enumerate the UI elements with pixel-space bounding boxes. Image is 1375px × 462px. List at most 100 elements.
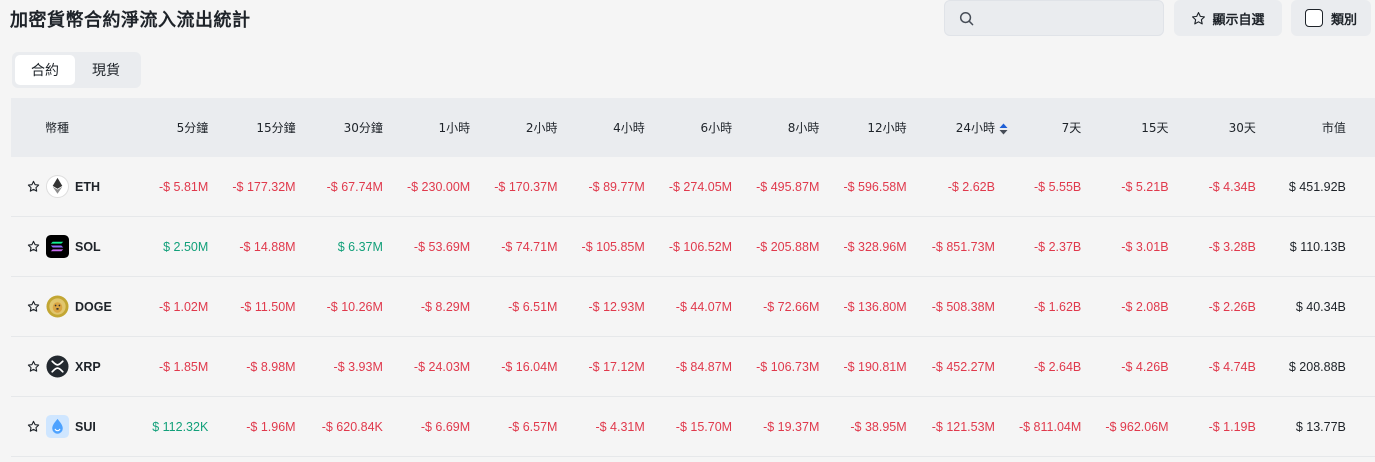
netflow-value: -$ 328.96M — [843, 239, 907, 254]
column-header[interactable]: 市值 — [1270, 119, 1346, 136]
search-input[interactable] — [982, 10, 1152, 26]
netflow-value: -$ 2.26B — [1208, 299, 1256, 314]
column-header-label: 30天 — [1228, 121, 1256, 135]
category-checkbox[interactable] — [1304, 9, 1323, 27]
netflow-value: -$ 4.74B — [1208, 359, 1256, 374]
column-header[interactable]: 6小時 — [659, 119, 746, 136]
market-cap-value: $ 208.88B — [1288, 359, 1346, 374]
column-header[interactable]: 幣種 — [11, 119, 135, 136]
netflow-value: -$ 3.28B — [1208, 239, 1256, 254]
eth-icon — [46, 175, 69, 198]
netflow-value: -$ 6.57M — [508, 419, 558, 434]
netflow-value: -$ 2.08B — [1121, 299, 1169, 314]
netflow-value: -$ 1.96M — [246, 419, 296, 434]
table-row[interactable]: SUI $ 112.32K -$ 1.96M -$ 620.84K -$ 6.69M -$… — [11, 397, 1375, 457]
netflow-value: -$ 3.93M — [333, 359, 383, 374]
favorite-star-icon[interactable] — [27, 180, 40, 193]
netflow-value: $ 112.32K — [152, 419, 209, 434]
coin-symbol: DOGE — [75, 299, 112, 314]
search-box[interactable] — [944, 0, 1164, 36]
table-row[interactable]: SOL $ 2.50M -$ 14.88M $ 6.37M -$ 53.69M -$ 74… — [11, 217, 1375, 277]
coin-cell: SUI — [11, 415, 135, 438]
netflow-value: -$ 1.85M — [158, 359, 209, 374]
doge-icon — [46, 295, 69, 318]
favorite-star-icon[interactable] — [27, 240, 40, 253]
netflow-value: -$ 24.03M — [413, 359, 471, 374]
search-icon — [959, 11, 974, 25]
column-header[interactable]: 4小時 — [571, 119, 658, 136]
netflow-value: -$ 6.51M — [508, 299, 558, 314]
netflow-value: -$ 106.73M — [756, 359, 820, 374]
column-header[interactable]: 8小時 — [746, 119, 833, 136]
column-header-label: 24小時 — [955, 121, 995, 135]
table-body: ETH -$ 5.81M -$ 177.32M -$ 67.74M -$ 230.00M… — [11, 157, 1375, 457]
netflow-value: -$ 136.80M — [843, 299, 907, 314]
netflow-value: -$ 10.26M — [326, 299, 383, 314]
column-header[interactable]: 5分鐘 — [135, 119, 222, 136]
tab-futures[interactable]: 合約 — [15, 55, 75, 85]
column-header[interactable]: 30天 — [1183, 119, 1270, 136]
column-header-label: 15分鐘 — [256, 121, 296, 135]
netflow-value: -$ 16.04M — [501, 359, 558, 374]
netflow-value: -$ 4.31M — [595, 419, 645, 434]
category-label: 類別 — [1330, 12, 1357, 28]
column-header-label: 4小時 — [613, 121, 645, 135]
column-header[interactable]: 15分鐘 — [222, 119, 309, 136]
tab-spot[interactable]: 現貨 — [92, 63, 120, 79]
netflow-value: -$ 230.00M — [406, 179, 471, 194]
coin-cell: SOL — [11, 235, 135, 258]
netflow-value: -$ 495.87M — [756, 179, 820, 194]
column-header[interactable]: 2小時 — [484, 119, 571, 136]
netflow-value: -$ 8.98M — [246, 359, 296, 374]
netflow-value: -$ 170.37M — [494, 179, 558, 194]
netflow-value: -$ 811.04M — [1018, 419, 1082, 434]
market-type-tabs: 合約 現貨 — [12, 52, 141, 88]
column-header[interactable]: 30分鐘 — [310, 119, 397, 136]
netflow-value: -$ 190.81M — [843, 359, 907, 374]
coin-cell: DOGE — [11, 295, 135, 318]
netflow-value: -$ 89.77M — [588, 179, 645, 194]
netflow-value: -$ 6.69M — [420, 419, 471, 434]
netflow-value: -$ 620.84K — [321, 419, 383, 434]
netflow-value: -$ 84.87M — [675, 359, 733, 374]
column-header[interactable]: 12小時 — [833, 119, 920, 136]
netflow-value: -$ 1.62B — [1034, 299, 1082, 314]
column-header-label: 2小時 — [525, 121, 558, 135]
table-row[interactable]: DOGE -$ 1.02M -$ 11.50M -$ 10.26M -$ 8.29M -$… — [11, 277, 1375, 337]
column-header[interactable]: 15天 — [1095, 119, 1182, 136]
favorite-star-icon[interactable] — [27, 300, 40, 313]
star-outline-icon — [1192, 11, 1206, 24]
column-header-label: 30分鐘 — [343, 121, 383, 135]
category-toggle[interactable]: 類別 — [1291, 0, 1371, 36]
column-header-label: 12小時 — [867, 121, 907, 135]
column-header[interactable]: 24小時 — [921, 119, 1008, 136]
netflow-value: -$ 105.85M — [581, 239, 645, 254]
netflow-value: -$ 3.01B — [1121, 239, 1169, 254]
table-row[interactable]: XRP -$ 1.85M -$ 8.98M -$ 3.93M -$ 24.03M -$ 1… — [11, 337, 1375, 397]
sort-icon[interactable] — [999, 123, 1008, 135]
table-row[interactable]: ETH -$ 5.81M -$ 177.32M -$ 67.74M -$ 230.00M… — [11, 157, 1375, 217]
column-header[interactable]: 7天 — [1008, 119, 1095, 136]
netflow-value: -$ 5.81M — [158, 179, 209, 194]
favorite-star-icon[interactable] — [27, 420, 40, 433]
coin-symbol: SOL — [75, 239, 101, 254]
netflow-value: -$ 53.69M — [413, 239, 471, 254]
column-header-label: 市值 — [1321, 121, 1346, 135]
netflow-value: -$ 2.64B — [1034, 359, 1082, 374]
column-header-label: 15天 — [1141, 121, 1169, 135]
show-favorites-label: 顯示自選 — [1212, 12, 1265, 28]
column-header-label: 6小時 — [700, 121, 733, 135]
netflow-value: -$ 4.26B — [1121, 359, 1169, 374]
favorite-star-icon[interactable] — [27, 360, 40, 373]
table-header: 幣種 5分鐘 15分鐘 30分鐘 1小時 2小時 4小時 6小時 8小時 12小時 24小時 7天 15… — [11, 98, 1375, 157]
show-favorites-button[interactable]: 顯示自選 — [1174, 0, 1282, 36]
netflow-value: -$ 121.53M — [931, 419, 995, 434]
netflow-value: -$ 851.73M — [931, 239, 995, 254]
netflow-value: -$ 106.52M — [668, 239, 733, 254]
column-header[interactable]: 1小時 — [397, 119, 484, 136]
netflow-value: -$ 2.37B — [1034, 239, 1082, 254]
market-cap-value: $ 110.13B — [1289, 239, 1346, 254]
netflow-value: -$ 5.55B — [1034, 179, 1082, 194]
netflow-value: $ 2.50M — [163, 239, 209, 254]
netflow-value: $ 6.37M — [337, 239, 383, 254]
